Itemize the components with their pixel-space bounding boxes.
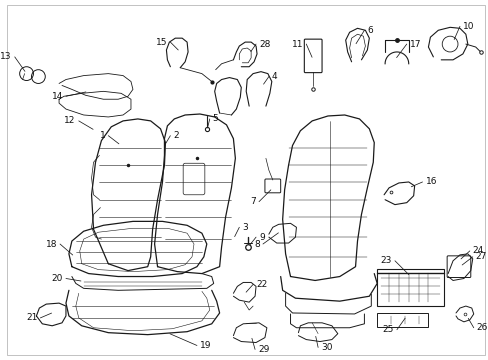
Text: 8: 8 [254,239,260,248]
Text: 18: 18 [45,239,57,248]
Text: 4: 4 [271,72,277,81]
Text: 26: 26 [476,323,487,332]
Text: 7: 7 [250,197,256,206]
Text: 23: 23 [380,256,391,265]
Text: 3: 3 [242,223,247,232]
Text: 28: 28 [259,40,270,49]
Text: 13: 13 [0,52,12,61]
Text: 22: 22 [256,280,267,289]
Text: 6: 6 [366,26,372,35]
Text: 10: 10 [462,22,473,31]
Text: 12: 12 [64,116,76,125]
Text: 24: 24 [472,246,483,255]
Text: 2: 2 [173,131,179,140]
Text: 1: 1 [100,131,105,140]
Text: 25: 25 [382,325,393,334]
Text: 9: 9 [259,233,264,242]
Text: 5: 5 [212,114,218,123]
Text: 29: 29 [258,345,269,354]
Text: 27: 27 [475,252,486,261]
Text: 15: 15 [156,37,167,46]
Text: 17: 17 [409,40,420,49]
Text: 30: 30 [321,343,332,352]
Text: 16: 16 [425,177,436,186]
Text: 20: 20 [52,274,63,283]
Text: 14: 14 [52,92,63,101]
Text: 11: 11 [291,40,303,49]
Text: 19: 19 [200,341,211,350]
Text: 21: 21 [26,314,37,323]
